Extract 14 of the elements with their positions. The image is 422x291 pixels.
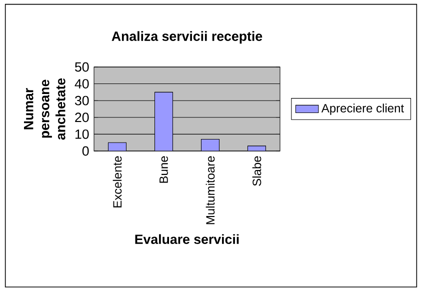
x-tick-label: Slabe <box>252 156 262 186</box>
y-tick-label: 40 <box>74 79 89 88</box>
chart-title: Analiza servicii receptie <box>112 31 262 44</box>
y-tick-label: 10 <box>75 129 89 139</box>
y-tick-label: 50 <box>75 62 89 72</box>
y-tick-label: 30 <box>74 96 89 106</box>
y-axis-title: Numar persoane anchetate <box>24 78 66 140</box>
y-tick-label: 0 <box>82 146 89 156</box>
x-axis-title: Evaluare servicii <box>135 234 239 244</box>
x-tick-label: Excelente <box>112 156 122 208</box>
x-tick-label: Bune <box>160 156 168 183</box>
legend-label: Apreciere client <box>321 104 404 115</box>
x-tick-label: Multumitoare <box>206 156 215 224</box>
y-tick-label: 20 <box>75 112 89 122</box>
